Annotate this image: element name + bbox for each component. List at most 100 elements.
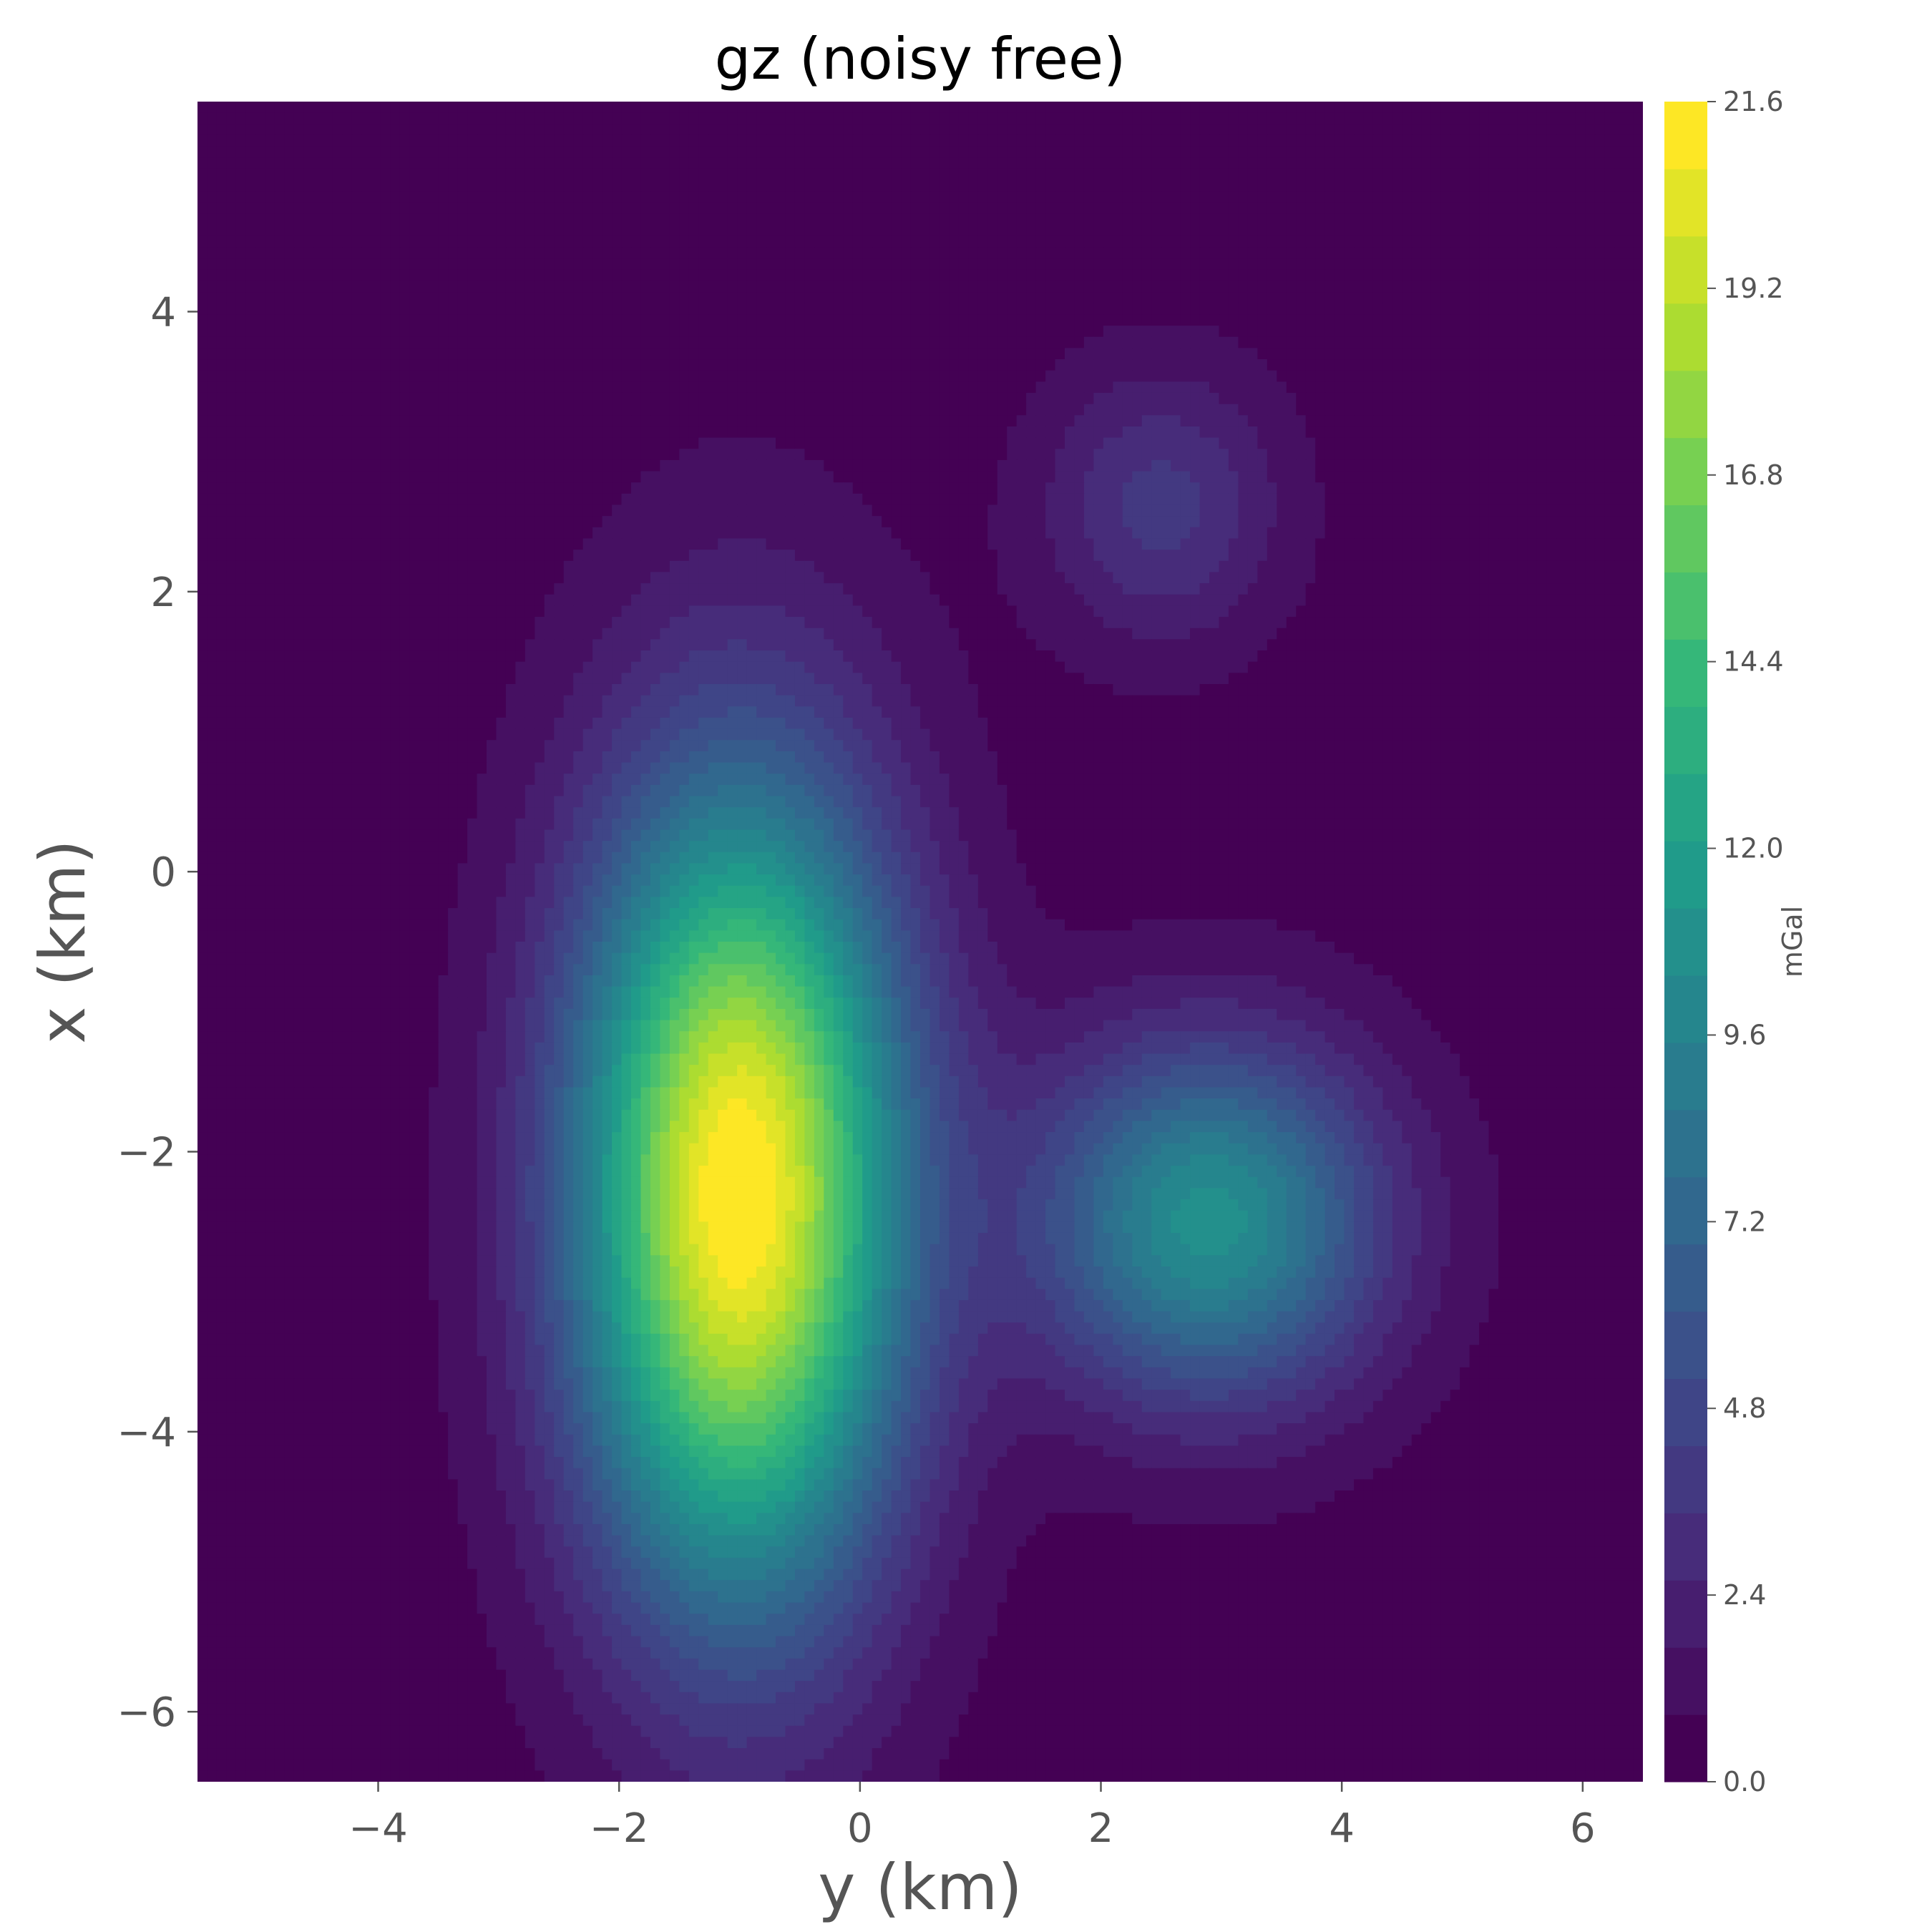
contour-cell [525,202,535,215]
contour-cell [207,303,218,316]
contour-cell [602,348,613,360]
contour-cell [612,370,623,382]
contour-cell [351,112,362,125]
contour-cell [987,348,998,360]
contour-cell [1065,392,1075,405]
contour-cell [1594,359,1605,371]
contour-cell [1527,314,1538,326]
contour-cell [293,180,304,192]
contour-cell [207,280,218,293]
contour-cell [245,168,256,181]
contour-cell [612,180,623,192]
contour-cell [1026,336,1037,348]
contour-cell [862,225,873,237]
contour-cell [833,157,844,170]
contour-cell [1604,135,1615,147]
contour-cell [949,180,960,192]
contour-cell [631,449,642,461]
contour-cell [313,292,323,304]
contour-cell [487,247,497,259]
contour-cell [824,124,834,136]
contour-cell [1354,359,1365,371]
contour-cell [1083,381,1094,394]
contour-cell [1045,157,1056,170]
contour-cell [1488,180,1499,192]
contour-cell [1209,146,1220,158]
contour-cell [660,213,670,225]
contour-cell [977,415,988,427]
contour-cell [467,112,478,125]
contour-cell [487,426,497,439]
contour-cell [708,326,718,338]
contour-cell [776,314,786,326]
contour-cell [371,348,381,360]
contour-cell [824,303,834,316]
contour-cell [1296,348,1307,360]
contour-cell [669,303,680,316]
contour-cell [303,269,314,282]
contour-cell [756,180,767,192]
contour-cell [1190,326,1201,338]
contour-cell [1411,404,1422,416]
contour-cell [939,135,950,147]
contour-cell [1132,404,1143,416]
contour-cell [409,415,420,427]
contour-cell [487,459,497,472]
contour-cell [843,404,854,416]
contour-cell [1624,415,1634,427]
contour-cell [351,269,362,282]
contour-cell [1498,247,1509,259]
contour-cell [1335,404,1345,416]
contour-cell [216,370,227,382]
contour-cell [1219,303,1229,316]
contour-cell [756,303,767,316]
contour-cell [1411,336,1422,348]
contour-cell [535,348,545,360]
contour-cell [1315,124,1326,136]
contour-cell [1335,326,1345,338]
contour-cell [746,168,757,181]
contour-cell [1402,303,1413,316]
contour-cell [1324,235,1335,248]
contour-cell [409,459,420,472]
contour-cell [737,336,748,348]
contour-cell [525,124,535,136]
contour-cell [1354,437,1365,449]
contour-cell [737,292,748,304]
contour-cell [429,359,439,371]
contour-cell [1132,112,1143,125]
contour-cell [660,314,670,326]
contour-cell [1161,124,1171,136]
contour-cell [1546,404,1557,416]
contour-cell [255,258,265,270]
contour-cell [477,303,487,316]
contour-cell [1614,124,1624,136]
contour-cell [1113,348,1123,360]
contour-cell [1026,359,1037,371]
contour-cell [814,112,824,125]
contour-cell [438,168,449,181]
contour-cell [226,146,237,158]
contour-cell [1498,314,1509,326]
contour-cell [1527,437,1538,449]
contour-cell [910,437,921,449]
contour-cell [1007,258,1018,270]
contour-cell [1296,449,1307,461]
contour-cell [737,191,748,203]
contour-cell [448,180,459,192]
contour-cell [1344,191,1355,203]
contour-cell [814,326,824,338]
contour-cell [1103,415,1113,427]
contour-cell [525,415,535,427]
contour-cell [766,415,776,427]
contour-cell [505,102,516,114]
contour-cell [1247,157,1258,170]
contour-cell [438,370,449,382]
contour-cell [1093,168,1104,181]
contour-cell [1228,157,1239,170]
contour-cell [688,303,699,316]
contour-cell [1363,112,1374,125]
contour-cell [361,213,371,225]
contour-cell [1372,247,1383,259]
contour-cell [207,258,218,270]
